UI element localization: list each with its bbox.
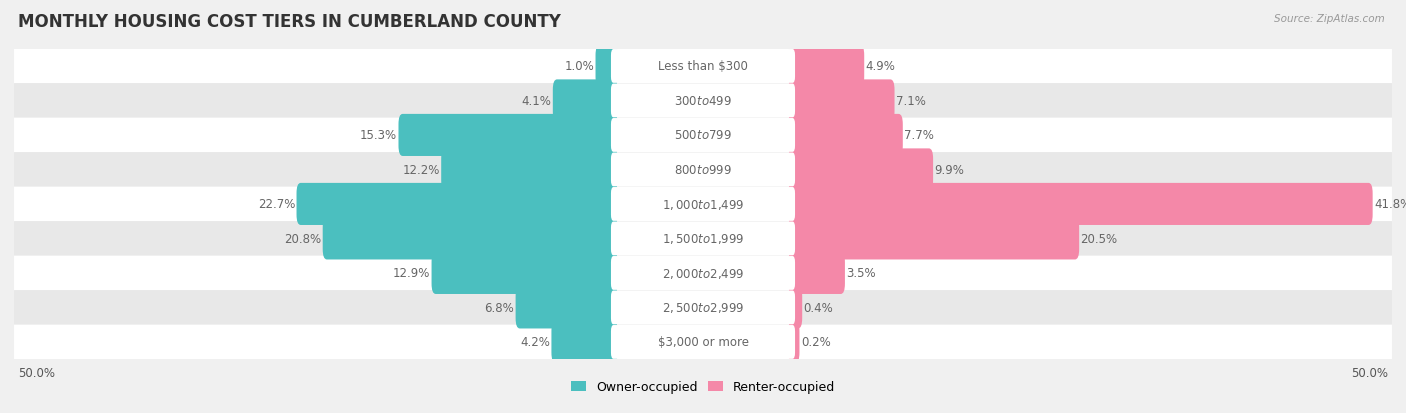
- Text: Source: ZipAtlas.com: Source: ZipAtlas.com: [1274, 14, 1385, 24]
- Legend: Owner-occupied, Renter-occupied: Owner-occupied, Renter-occupied: [571, 380, 835, 393]
- FancyBboxPatch shape: [612, 153, 794, 187]
- Text: 12.2%: 12.2%: [402, 164, 440, 176]
- FancyBboxPatch shape: [789, 80, 894, 122]
- Text: $1,500 to $1,999: $1,500 to $1,999: [662, 232, 744, 246]
- FancyBboxPatch shape: [14, 256, 1392, 290]
- FancyBboxPatch shape: [14, 84, 1392, 119]
- FancyBboxPatch shape: [14, 50, 1392, 84]
- FancyBboxPatch shape: [789, 183, 1372, 225]
- FancyBboxPatch shape: [432, 252, 617, 294]
- Text: 0.4%: 0.4%: [804, 301, 834, 314]
- Text: 50.0%: 50.0%: [18, 366, 55, 379]
- FancyBboxPatch shape: [323, 218, 617, 260]
- FancyBboxPatch shape: [789, 218, 1080, 260]
- FancyBboxPatch shape: [441, 149, 617, 191]
- FancyBboxPatch shape: [612, 256, 794, 290]
- Text: 7.1%: 7.1%: [896, 95, 925, 108]
- FancyBboxPatch shape: [14, 290, 1392, 325]
- FancyBboxPatch shape: [612, 291, 794, 325]
- Text: MONTHLY HOUSING COST TIERS IN CUMBERLAND COUNTY: MONTHLY HOUSING COST TIERS IN CUMBERLAND…: [18, 13, 561, 31]
- FancyBboxPatch shape: [612, 50, 794, 84]
- FancyBboxPatch shape: [14, 153, 1392, 187]
- Text: $800 to $999: $800 to $999: [673, 164, 733, 176]
- Text: 20.8%: 20.8%: [284, 233, 322, 245]
- FancyBboxPatch shape: [612, 84, 794, 118]
- FancyBboxPatch shape: [14, 187, 1392, 222]
- Text: 7.7%: 7.7%: [904, 129, 934, 142]
- FancyBboxPatch shape: [789, 321, 800, 363]
- FancyBboxPatch shape: [553, 80, 617, 122]
- Text: 20.5%: 20.5%: [1081, 233, 1118, 245]
- Text: 22.7%: 22.7%: [257, 198, 295, 211]
- Text: 9.9%: 9.9%: [935, 164, 965, 176]
- FancyBboxPatch shape: [14, 119, 1392, 153]
- Text: Less than $300: Less than $300: [658, 60, 748, 73]
- FancyBboxPatch shape: [612, 222, 794, 256]
- FancyBboxPatch shape: [612, 325, 794, 359]
- Text: $2,500 to $2,999: $2,500 to $2,999: [662, 301, 744, 315]
- Text: 4.2%: 4.2%: [520, 336, 550, 349]
- Text: $500 to $799: $500 to $799: [673, 129, 733, 142]
- FancyBboxPatch shape: [789, 252, 845, 294]
- FancyBboxPatch shape: [789, 149, 934, 191]
- Text: 1.0%: 1.0%: [564, 60, 595, 73]
- FancyBboxPatch shape: [612, 119, 794, 152]
- Text: 3.5%: 3.5%: [846, 267, 876, 280]
- FancyBboxPatch shape: [596, 46, 617, 88]
- Text: 50.0%: 50.0%: [1351, 366, 1388, 379]
- Text: 12.9%: 12.9%: [392, 267, 430, 280]
- FancyBboxPatch shape: [612, 188, 794, 221]
- Text: $1,000 to $1,499: $1,000 to $1,499: [662, 197, 744, 211]
- Text: 15.3%: 15.3%: [360, 129, 396, 142]
- FancyBboxPatch shape: [789, 287, 803, 329]
- FancyBboxPatch shape: [789, 114, 903, 157]
- FancyBboxPatch shape: [14, 325, 1392, 359]
- FancyBboxPatch shape: [789, 46, 865, 88]
- Text: $2,000 to $2,499: $2,000 to $2,499: [662, 266, 744, 280]
- FancyBboxPatch shape: [297, 183, 617, 225]
- Text: $300 to $499: $300 to $499: [673, 95, 733, 108]
- FancyBboxPatch shape: [398, 114, 617, 157]
- FancyBboxPatch shape: [516, 287, 617, 329]
- Text: $3,000 or more: $3,000 or more: [658, 336, 748, 349]
- Text: 4.1%: 4.1%: [522, 95, 551, 108]
- Text: 0.2%: 0.2%: [801, 336, 831, 349]
- Text: 4.9%: 4.9%: [866, 60, 896, 73]
- Text: 41.8%: 41.8%: [1374, 198, 1406, 211]
- FancyBboxPatch shape: [551, 321, 617, 363]
- Text: 6.8%: 6.8%: [485, 301, 515, 314]
- FancyBboxPatch shape: [14, 222, 1392, 256]
